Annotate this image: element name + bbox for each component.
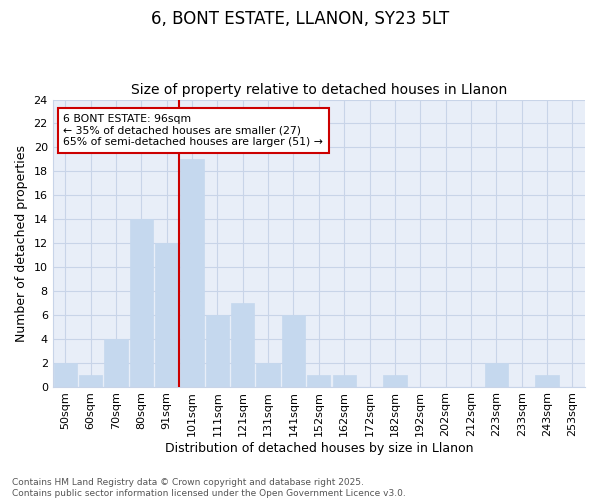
Title: Size of property relative to detached houses in Llanon: Size of property relative to detached ho…: [131, 83, 507, 97]
Bar: [181, 160, 204, 386]
Bar: [155, 243, 178, 386]
Bar: [130, 219, 153, 386]
Bar: [79, 374, 103, 386]
Y-axis label: Number of detached properties: Number of detached properties: [15, 144, 28, 342]
Bar: [104, 338, 128, 386]
Text: Contains HM Land Registry data © Crown copyright and database right 2025.
Contai: Contains HM Land Registry data © Crown c…: [12, 478, 406, 498]
Bar: [256, 362, 280, 386]
Bar: [307, 374, 331, 386]
Bar: [383, 374, 407, 386]
Text: 6 BONT ESTATE: 96sqm
← 35% of detached houses are smaller (27)
65% of semi-detac: 6 BONT ESTATE: 96sqm ← 35% of detached h…: [64, 114, 323, 147]
Bar: [485, 362, 508, 386]
Bar: [53, 362, 77, 386]
Bar: [231, 303, 254, 386]
Bar: [282, 315, 305, 386]
Bar: [535, 374, 559, 386]
X-axis label: Distribution of detached houses by size in Llanon: Distribution of detached houses by size …: [164, 442, 473, 455]
Bar: [332, 374, 356, 386]
Text: 6, BONT ESTATE, LLANON, SY23 5LT: 6, BONT ESTATE, LLANON, SY23 5LT: [151, 10, 449, 28]
Bar: [206, 315, 229, 386]
